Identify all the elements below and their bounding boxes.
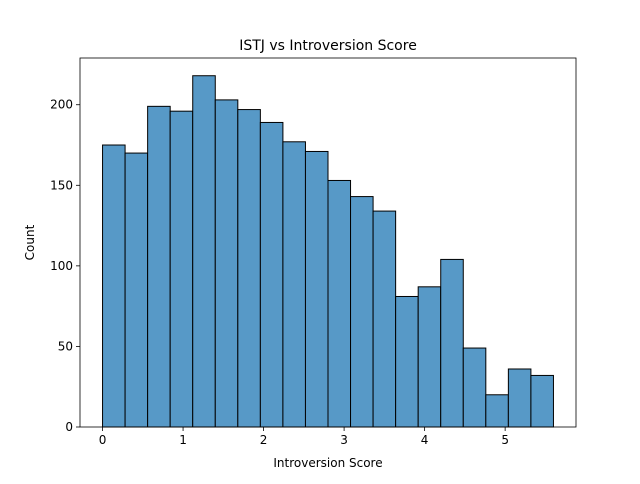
histogram-bar [124, 152, 149, 428]
histogram-bar [350, 196, 374, 428]
histogram-bar [147, 105, 171, 428]
y-axis-label: Count [23, 224, 37, 260]
y-tick-label: 0 [65, 420, 73, 434]
histogram-bar [327, 179, 352, 428]
histogram-bar [237, 109, 261, 428]
axes-frame [79, 57, 577, 428]
histogram-bar [304, 150, 329, 428]
x-tick-label: 0 [99, 433, 107, 447]
histogram-bar [530, 374, 554, 428]
x-tick-label: 3 [340, 433, 348, 447]
x-tick-label: 4 [421, 433, 429, 447]
x-axis-ticks: 0 1 2 3 4 5 [99, 427, 509, 447]
histogram-bar [462, 347, 487, 428]
histogram-bar [395, 295, 419, 428]
x-tick-label: 2 [260, 433, 268, 447]
histogram-bar [372, 210, 397, 428]
histogram-bar [192, 75, 216, 428]
histogram-bar [169, 110, 194, 428]
histogram-bar [440, 258, 464, 428]
histogram-bar [417, 286, 442, 428]
y-axis-ticks: 0 50 100 150 200 [50, 98, 80, 434]
x-axis-label: Introversion Score [273, 456, 382, 470]
x-tick-label: 1 [179, 433, 187, 447]
y-tick-label: 100 [50, 259, 73, 273]
y-tick-label: 200 [50, 98, 73, 112]
y-tick-label: 50 [58, 339, 73, 353]
histogram-bar [282, 141, 306, 428]
y-tick-label: 150 [50, 178, 73, 192]
chart-title: ISTJ vs Introversion Score [239, 38, 417, 54]
histogram-bar [485, 394, 509, 428]
histogram-bar [259, 121, 284, 428]
histogram-bar [102, 144, 126, 428]
x-tick-label: 5 [501, 433, 509, 447]
histogram-bar [214, 99, 239, 428]
bars [102, 75, 554, 428]
histogram-bar [507, 368, 532, 428]
